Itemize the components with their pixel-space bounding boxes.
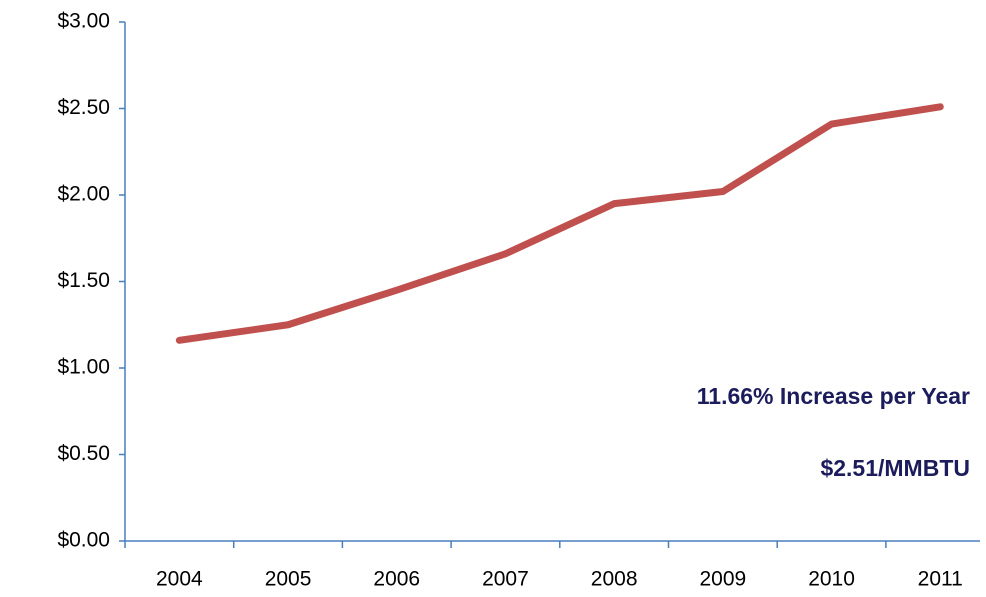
y-tick-label: $3.00 [57, 10, 110, 33]
x-tick-label: 2006 [373, 568, 420, 591]
annotation: $2.51/MMBTU [820, 455, 970, 481]
y-tick-label: $2.00 [57, 183, 110, 206]
x-tick-label: 2005 [265, 568, 312, 591]
x-tick-label: 2010 [808, 568, 855, 591]
y-tick-label: $0.50 [57, 442, 110, 465]
y-tick-label: $1.50 [57, 269, 110, 292]
x-tick-label: 2007 [482, 568, 529, 591]
x-tick-label: 2008 [591, 568, 638, 591]
y-tick-label: $2.50 [57, 96, 110, 119]
y-tick-label: $0.00 [57, 529, 110, 552]
y-tick-label: $1.00 [57, 356, 110, 379]
annotation: 11.66% Increase per Year [697, 383, 970, 409]
x-tick-label: 2004 [156, 568, 203, 591]
line-series [175, 103, 944, 344]
x-tick-label: 2009 [699, 568, 746, 591]
x-tick-label: 2011 [918, 568, 963, 591]
